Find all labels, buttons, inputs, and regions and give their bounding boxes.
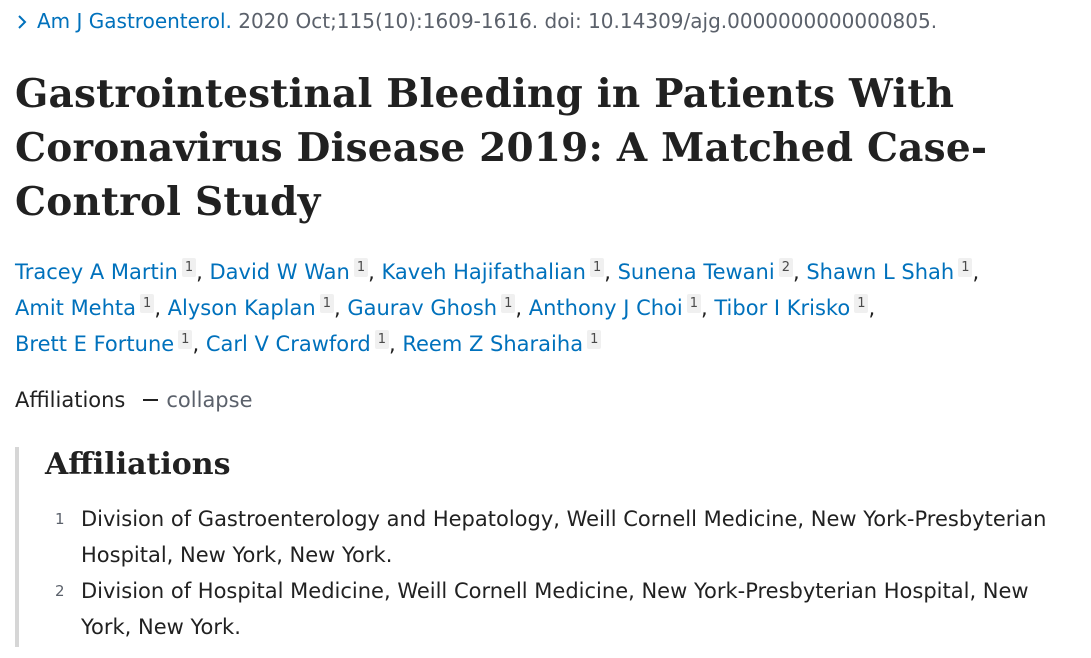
affiliation-ref[interactable]: 1	[353, 258, 369, 277]
citation-details: 2020 Oct;115(10):1609-1616. doi: 10.1430…	[231, 9, 938, 33]
affiliation-number: 1	[55, 510, 65, 528]
author-link[interactable]: Alyson Kaplan	[167, 296, 316, 320]
affiliations-panel: Affiliations 1 Division of Gastroenterol…	[15, 447, 1079, 647]
affiliation-ref[interactable]: 1	[374, 330, 389, 349]
minus-icon	[143, 399, 159, 401]
affiliation-ref[interactable]: 1	[501, 294, 516, 313]
author-link[interactable]: Tracey A Martin	[15, 260, 178, 284]
affiliations-heading: Affiliations	[45, 447, 231, 482]
affiliation-item: 1 Division of Gastroenterology and Hepat…	[19, 501, 1079, 573]
affiliation-ref[interactable]: 1	[686, 294, 702, 313]
author-link[interactable]: Anthony J Choi	[528, 296, 683, 320]
author-link[interactable]: Sunena Tewani	[617, 260, 775, 284]
affiliations-toggle-label: Affiliations	[15, 388, 126, 412]
affiliation-number: 2	[55, 582, 65, 600]
affiliation-ref[interactable]: 1	[958, 258, 973, 277]
affiliations-list: 1 Division of Gastroenterology and Hepat…	[19, 501, 1079, 645]
author-link[interactable]: Gaurav Ghosh	[347, 296, 498, 320]
author-link[interactable]: Amit Mehta	[15, 296, 137, 320]
affiliation-text: Division of Gastroenterology and Hepatol…	[81, 507, 1047, 567]
author-link[interactable]: Shawn L Shah	[806, 260, 955, 284]
author-link[interactable]: Carl V Crawford	[205, 332, 371, 356]
collapse-button[interactable]: collapse	[166, 388, 253, 412]
page-title: Gastrointestinal Bleeding in Patients Wi…	[15, 71, 988, 225]
affiliation-ref[interactable]: 1	[319, 294, 334, 313]
affiliation-ref[interactable]: 1	[854, 294, 869, 313]
affiliation-text: Division of Hospital Medicine, Weill Cor…	[81, 579, 1029, 639]
chevron-right-icon	[18, 15, 27, 29]
affiliation-ref[interactable]: 2	[778, 258, 793, 277]
author-link[interactable]: Reem Z Sharaiha	[402, 332, 584, 356]
author-link[interactable]: David W Wan	[209, 260, 350, 284]
affiliations-toggle[interactable]: Affiliations collapse	[15, 385, 253, 415]
affiliation-item: 2 Division of Hospital Medicine, Weill C…	[19, 573, 1079, 645]
author-link[interactable]: Tibor I Krisko	[714, 296, 851, 320]
author-list: Tracey A Martin 1, David W Wan 1, Kaveh Ha…	[15, 258, 980, 356]
affiliation-ref[interactable]: 1	[140, 294, 155, 313]
affiliation-ref[interactable]: 1	[589, 258, 605, 277]
citation-line: Am J Gastroenterol. 2020 Oct;115(10):160…	[15, 7, 937, 35]
author-link[interactable]: Brett E Fortune	[15, 332, 175, 356]
affiliation-ref[interactable]: 1	[181, 258, 197, 277]
affiliation-ref[interactable]: 1	[178, 330, 193, 349]
journal-link[interactable]: Am J Gastroenterol.	[37, 9, 232, 33]
affiliation-ref[interactable]: 1	[587, 330, 602, 349]
author-link[interactable]: Kaveh Hajifathalian	[381, 260, 586, 284]
